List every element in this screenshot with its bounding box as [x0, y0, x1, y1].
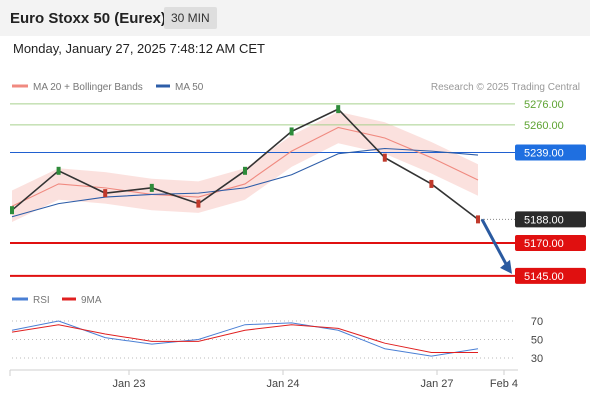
header-bar — [0, 0, 590, 36]
x-axis-tick-label: Jan 27 — [420, 378, 453, 390]
ma50-line — [11, 147, 479, 218]
x-axis-tick-label: Jan 23 — [112, 378, 145, 390]
price-point — [149, 183, 154, 192]
level-label-box — [515, 211, 586, 228]
level-label: 5145.00 — [524, 271, 564, 283]
projection-arrow-shaft — [480, 218, 509, 267]
level-label: 5239.00 — [524, 147, 564, 159]
rsi-tick-label: 70 — [531, 316, 543, 328]
bollinger-band-area — [12, 111, 478, 222]
ma50-legend-label: MA 50 — [175, 82, 204, 93]
x-axis-tick-label: Feb 4 — [490, 378, 518, 390]
chart-title: Euro Stoxx 50 (Eurex) — [10, 10, 166, 27]
projection-arrow-head — [500, 259, 512, 274]
rsi-tick-label: 50 — [531, 335, 543, 347]
datetime-label: Monday, January 27, 2025 7:48:12 AM CET — [13, 41, 265, 56]
level-label: 5260.00 — [524, 120, 564, 132]
rsi-ma-legend-label: 9MA — [81, 295, 102, 306]
price-point — [196, 199, 201, 208]
level-labels: 5276.00 5260.00 5239.00 5188.00 5170.00 5145.… — [515, 99, 586, 284]
level-label: 5188.00 — [524, 214, 564, 226]
rsi-ma-line — [11, 324, 478, 353]
rsi-legend-label: RSI — [33, 295, 50, 306]
level-label-box — [515, 235, 586, 251]
level-label: 5276.00 — [524, 99, 564, 111]
credit-text: Research © 2025 Trading Central — [431, 82, 580, 93]
price-point — [429, 179, 434, 188]
level-lines — [10, 103, 515, 277]
price-point — [476, 215, 480, 224]
price-point — [243, 166, 247, 175]
price-point — [382, 153, 387, 162]
price-point — [56, 166, 61, 175]
timeframe-button[interactable]: 30 MIN — [164, 7, 217, 29]
ma20-legend-label: MA 20 + Bollinger Bands — [33, 82, 143, 93]
x-axis: Jan 23 Jan 24 Jan 27 Feb 4 — [112, 370, 518, 390]
x-axis-tick-label: Jan 24 — [266, 378, 299, 390]
price-line — [11, 108, 479, 221]
price-series — [10, 105, 480, 224]
level-label: 5170.00 — [524, 238, 564, 250]
rsi-axis: 70 50 30 — [12, 316, 543, 365]
level-label-box — [515, 267, 586, 284]
rsi-line — [11, 320, 479, 357]
price-point — [336, 105, 341, 114]
rsi-tick-label: 30 — [531, 353, 543, 365]
price-point — [103, 189, 108, 198]
rsi-panel — [11, 320, 479, 357]
price-point — [10, 206, 14, 215]
projection-arrow — [480, 218, 512, 274]
level-label-box — [515, 144, 586, 161]
bollinger-bands — [12, 111, 478, 222]
price-point — [289, 127, 294, 136]
